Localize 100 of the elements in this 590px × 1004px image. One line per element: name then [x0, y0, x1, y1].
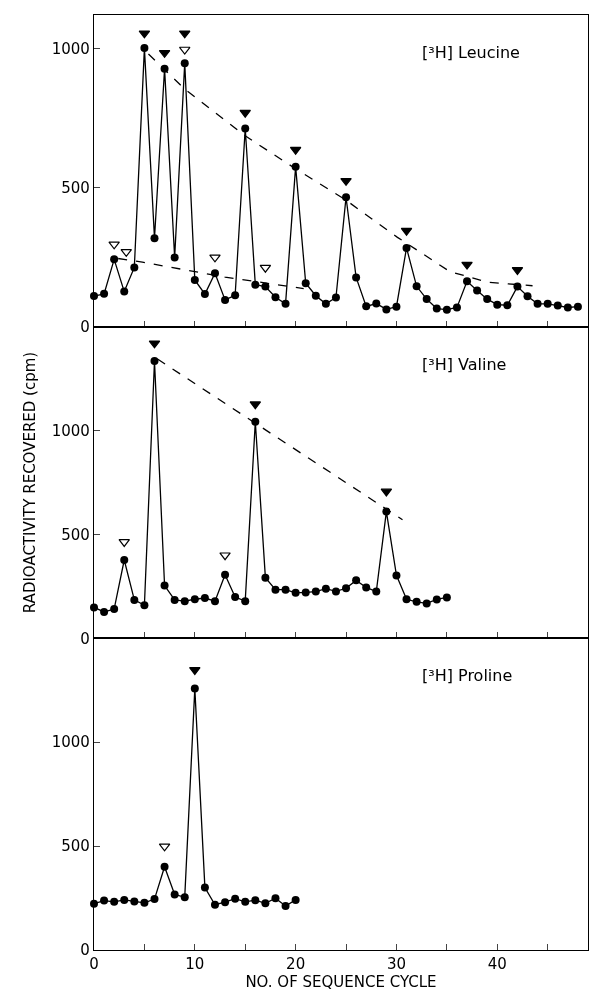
- point: [392, 302, 401, 311]
- point: [352, 576, 361, 585]
- point: [130, 897, 139, 906]
- y-axis-title: RADIOACTIVITY RECOVERED (cpm): [20, 351, 39, 614]
- y-tick-label: 500: [61, 178, 90, 197]
- point: [261, 282, 270, 291]
- point: [150, 356, 159, 365]
- y-tick-label: 500: [61, 525, 90, 544]
- point: [342, 584, 351, 593]
- point: [523, 292, 532, 301]
- point: [483, 295, 492, 304]
- point: [251, 417, 260, 426]
- point: [261, 899, 270, 908]
- point: [493, 300, 502, 309]
- point: [563, 303, 572, 312]
- x-tick-label: 20: [286, 955, 306, 974]
- point: [392, 571, 401, 580]
- point: [160, 581, 169, 590]
- point: [372, 299, 381, 308]
- point: [150, 234, 159, 243]
- point: [461, 261, 473, 270]
- annotation: [³H] Valine: [422, 355, 507, 374]
- annotation: [³H] Leucine: [422, 43, 520, 62]
- point: [120, 287, 129, 296]
- point: [190, 684, 199, 693]
- point: [513, 282, 522, 291]
- point: [463, 277, 472, 286]
- point: [432, 595, 441, 604]
- y-tick-label: 1000: [51, 421, 90, 440]
- point: [100, 607, 109, 616]
- point: [219, 552, 231, 561]
- point: [291, 895, 300, 904]
- point: [241, 897, 250, 906]
- point: [221, 570, 230, 579]
- point: [120, 556, 129, 564]
- point: [210, 269, 219, 278]
- point: [241, 124, 250, 133]
- point: [221, 295, 230, 304]
- point: [372, 587, 381, 596]
- point: [90, 899, 98, 908]
- point: [362, 302, 371, 311]
- x-tick-label: 10: [185, 955, 205, 974]
- point: [100, 289, 109, 298]
- point: [90, 603, 98, 612]
- point: [231, 592, 240, 601]
- point: [342, 193, 351, 202]
- point: [160, 862, 169, 871]
- point: [231, 894, 240, 903]
- point: [200, 594, 209, 603]
- point: [261, 573, 270, 582]
- point: [120, 895, 129, 904]
- point: [180, 893, 189, 902]
- point: [402, 243, 411, 252]
- point: [180, 59, 189, 68]
- point: [271, 894, 280, 903]
- point: [331, 293, 340, 302]
- point: [150, 895, 159, 904]
- point: [412, 597, 421, 606]
- point: [382, 305, 391, 314]
- point: [140, 898, 149, 907]
- point: [170, 890, 179, 899]
- point: [422, 599, 431, 608]
- point: [331, 587, 340, 596]
- point: [170, 595, 179, 604]
- point: [251, 896, 260, 905]
- point: [362, 583, 371, 592]
- point: [210, 900, 219, 909]
- point: [190, 275, 199, 284]
- point: [140, 601, 149, 610]
- point: [573, 302, 582, 311]
- point: [210, 597, 219, 606]
- y-tick-label: 1000: [51, 733, 90, 752]
- point: [352, 273, 361, 282]
- point: [422, 295, 431, 304]
- point: [170, 253, 179, 262]
- point: [412, 282, 421, 291]
- point: [301, 279, 310, 288]
- point: [231, 291, 240, 300]
- point: [432, 304, 441, 313]
- point: [442, 305, 451, 314]
- point: [130, 595, 139, 604]
- point: [402, 595, 411, 604]
- annotation: [³H] Proline: [422, 666, 513, 685]
- point: [281, 299, 290, 308]
- point: [553, 301, 562, 310]
- y-tick-label: 0: [80, 941, 90, 960]
- point: [200, 883, 209, 892]
- point: [110, 255, 119, 264]
- y-tick-label: 1000: [51, 39, 90, 58]
- point: [452, 303, 461, 312]
- point: [130, 263, 139, 272]
- y-tick-label: 500: [61, 837, 90, 856]
- point: [281, 585, 290, 594]
- point: [442, 593, 451, 602]
- point: [311, 587, 320, 596]
- point: [311, 291, 320, 300]
- point: [251, 280, 260, 289]
- point: [503, 301, 512, 310]
- point: [543, 299, 552, 308]
- point: [180, 597, 189, 606]
